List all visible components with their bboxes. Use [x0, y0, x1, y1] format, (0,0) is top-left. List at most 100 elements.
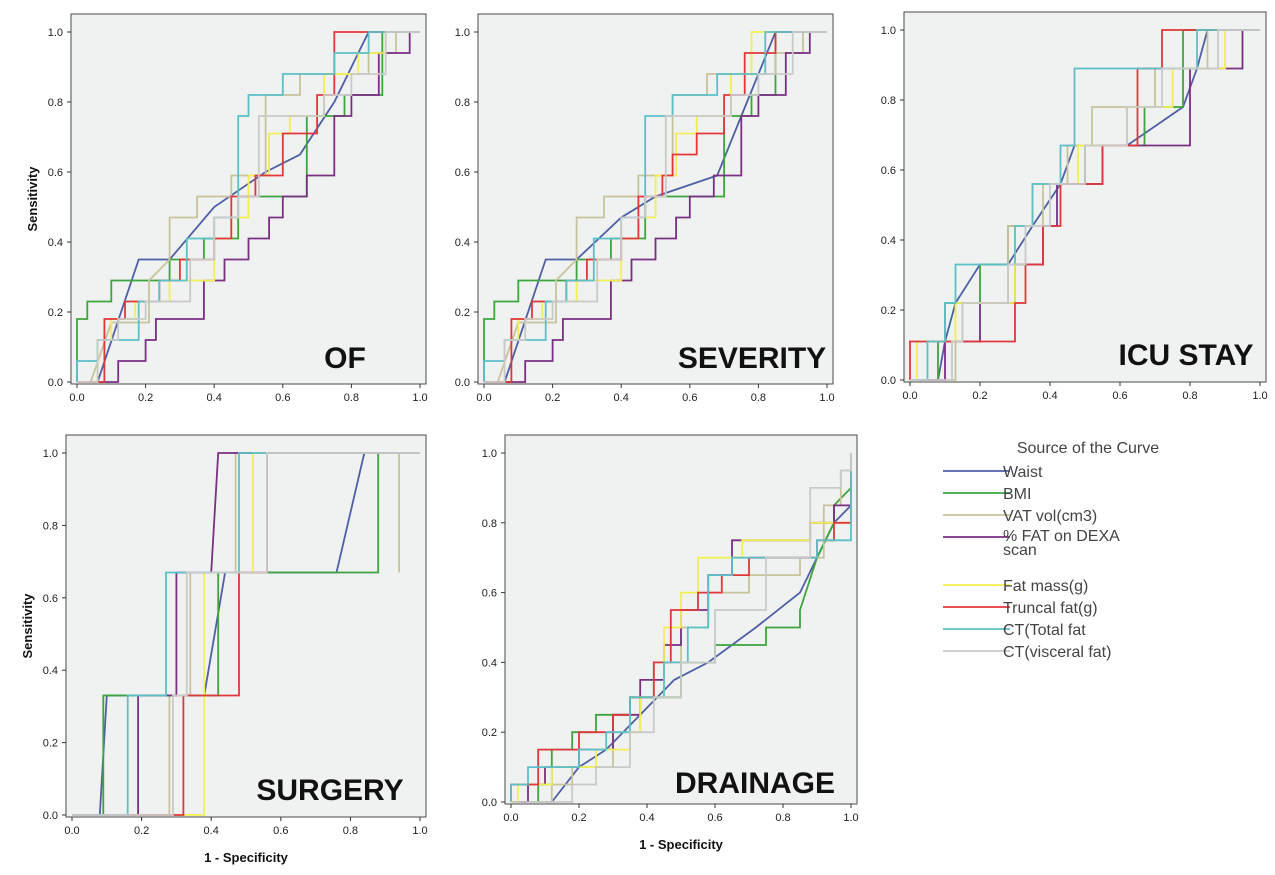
panel-drainage: 0.0 0.2 0.4 0.6 0.8 1.0 0.0 0.2 0.4 0.6 0.8 1.0 DRAI… [482, 434, 859, 852]
x-tick-label: 0.6 [707, 812, 722, 824]
y-tick-label: 0.8 [455, 97, 470, 109]
series-line-ct-visceral-fat [511, 453, 852, 803]
series-line-waist [72, 452, 420, 816]
x-tick-label: 0.0 [64, 825, 79, 837]
x-tick-label: 0.2 [138, 392, 153, 404]
y-tick-label: 0.4 [43, 665, 58, 677]
panel-label: ICU STAY [1118, 339, 1253, 372]
x-tick-label: 1.0 [843, 812, 858, 824]
legend-label: Waist [1003, 464, 1043, 481]
y-tick-label: 0.4 [455, 237, 470, 249]
y-axis-title: Sensitivity [20, 593, 35, 659]
x-tick-label: 0.8 [1182, 390, 1197, 402]
y-tick-label: 0.0 [482, 797, 497, 809]
y-tick-label: 0.2 [455, 307, 470, 319]
series-line-ct-visceral-fat [910, 29, 1260, 381]
x-tick-label: 0.0 [902, 390, 917, 402]
series-line-fat-on-dexa-scan [484, 31, 827, 383]
x-tick-label: 0.6 [1112, 390, 1127, 402]
panel-surgery: 0.0 0.2 0.4 0.6 0.8 1.0 0.0 0.2 0.4 0.6 0.8 1.0 SURG… [20, 434, 428, 865]
panel-label: OF [324, 342, 366, 375]
legend-label: BMI [1003, 486, 1031, 503]
x-tick-label: 0.6 [682, 392, 697, 404]
legend-label: CT(visceral fat) [1003, 644, 1111, 661]
legend-item-ct-visceral-fat: CT(visceral fat) [943, 644, 1111, 661]
y-tick-label: 0.0 [48, 377, 63, 389]
y-tick-label: 0.6 [48, 167, 63, 179]
legend-label: % FAT on DEXA scan [1003, 528, 1120, 559]
legend: Source of the Curve Waist BMI VAT vol(cm3)%… [943, 440, 1159, 661]
legend-title: Source of the Curve [1017, 440, 1159, 457]
legend-label: VAT vol(cm3) [1003, 508, 1097, 525]
x-tick-label: 0.8 [344, 392, 359, 404]
x-axis-title: 1 - Specificity [204, 850, 289, 865]
x-tick-label: 1.0 [819, 392, 834, 404]
legend-item-truncal-fat-g: Truncal fat(g) [943, 600, 1098, 617]
x-tick-label: 0.4 [614, 392, 629, 404]
y-tick-label: 0.8 [482, 518, 497, 530]
x-tick-label: 0.8 [775, 812, 790, 824]
x-tick-label: 0.0 [69, 392, 84, 404]
legend-item-bmi: BMI [943, 486, 1031, 503]
x-tick-label: 0.4 [639, 812, 654, 824]
y-tick-label: 1.0 [482, 448, 497, 460]
panel-icu-stay-plot-area [903, 11, 1267, 383]
y-tick-label: 1.0 [455, 27, 470, 39]
series-line-truncal-fat-g [77, 31, 420, 383]
y-tick-label: 0.6 [881, 165, 896, 177]
x-tick-label: 0.0 [503, 812, 518, 824]
x-tick-label: 0.4 [204, 825, 219, 837]
series-line-ct-visceral-fat [77, 31, 420, 383]
y-tick-label: 0.0 [43, 810, 58, 822]
y-tick-label: 0.2 [43, 738, 58, 750]
panel-icu-stay: 0.0 0.2 0.4 0.6 0.8 1.0 0.0 0.2 0.4 0.6 0.8 1.0 ICU … [881, 11, 1268, 402]
y-tick-label: 0.4 [881, 235, 896, 247]
y-axis-title: Sensitivity [25, 166, 40, 232]
legend-item-ct-total-fat: CT(Total fat [943, 622, 1086, 639]
x-tick-label: 0.2 [571, 812, 586, 824]
x-tick-label: 1.0 [412, 825, 427, 837]
series-line-ct-visceral-fat [484, 31, 827, 383]
y-tick-label: 0.2 [881, 305, 896, 317]
legend-label: CT(Total fat [1003, 622, 1086, 639]
series-line-vat-vol-cm3 [77, 31, 420, 383]
y-tick-label: 1.0 [48, 27, 63, 39]
legend-item-fat-mass-g: Fat mass(g) [943, 578, 1088, 595]
x-tick-label: 1.0 [1252, 390, 1267, 402]
x-tick-label: 0.8 [343, 825, 358, 837]
legend-item-fat-on-dexa-scan: % FAT on DEXA scan [943, 528, 1120, 559]
x-tick-label: 0.4 [207, 392, 222, 404]
panel-label: SEVERITY [678, 342, 826, 375]
x-tick-label: 0.2 [972, 390, 987, 402]
x-tick-label: 0.2 [545, 392, 560, 404]
x-tick-label: 1.0 [412, 392, 427, 404]
x-tick-label: 0.2 [134, 825, 149, 837]
x-tick-label: 0.6 [275, 392, 290, 404]
x-tick-label: 0.0 [476, 392, 491, 404]
legend-label: Fat mass(g) [1003, 578, 1088, 595]
panel-surgery-plot-area [65, 434, 427, 818]
panel-severity: 0.0 0.2 0.4 0.6 0.8 1.0 0.0 0.2 0.4 0.6 0.8 1.0 SEVE… [455, 13, 835, 404]
x-axis-title: 1 - Specificity [639, 837, 724, 852]
y-tick-label: 0.8 [43, 520, 58, 532]
y-tick-label: 0.6 [482, 588, 497, 600]
series-line-ct-total-fat [72, 452, 420, 816]
y-tick-label: 0.8 [881, 95, 896, 107]
y-tick-label: 0.8 [48, 97, 63, 109]
y-tick-label: 0.6 [43, 593, 58, 605]
y-tick-label: 0.2 [482, 727, 497, 739]
series-line-ct-visceral-fat [72, 452, 420, 816]
y-tick-label: 0.4 [48, 237, 63, 249]
x-tick-label: 0.8 [751, 392, 766, 404]
series-line-ct-total-fat [910, 29, 1260, 381]
y-tick-label: 0.6 [455, 167, 470, 179]
y-tick-label: 0.0 [881, 375, 896, 387]
series-line-fat-on-dexa-scan [72, 452, 420, 816]
y-tick-label: 1.0 [881, 25, 896, 37]
x-tick-label: 0.6 [273, 825, 288, 837]
series-line-vat-vol-cm3 [484, 31, 827, 383]
legend-item-vat-vol-cm3: VAT vol(cm3) [943, 508, 1097, 525]
series-line-fat-on-dexa-scan [77, 31, 420, 383]
legend-label: Truncal fat(g) [1003, 600, 1098, 617]
